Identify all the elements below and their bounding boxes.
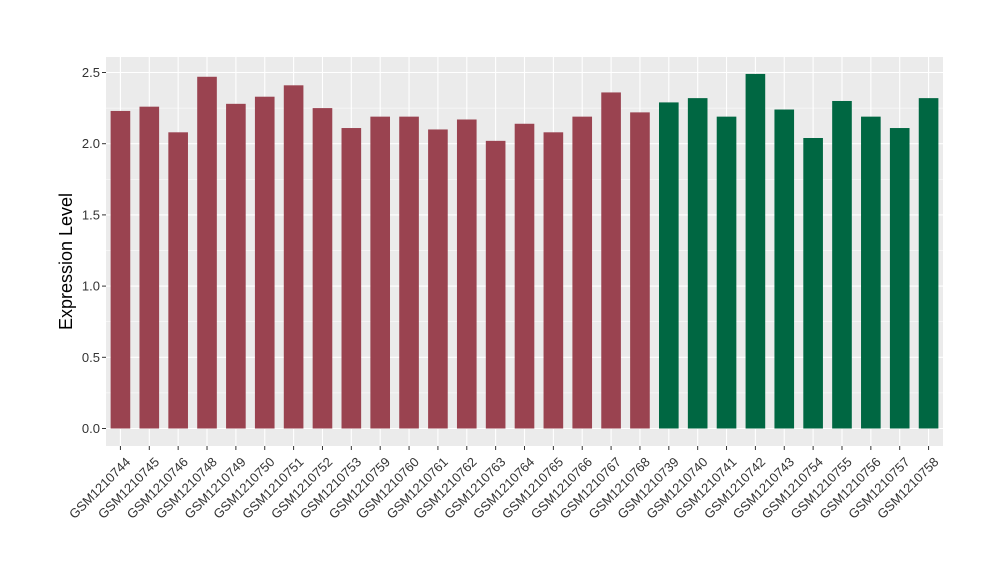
y-axis-title: Expression Level — [56, 193, 76, 330]
bar-GSM1210764 — [514, 123, 535, 429]
bar-GSM1210768 — [630, 112, 650, 429]
bar-GSM1210740 — [687, 98, 708, 429]
bar-GSM1210755 — [832, 100, 852, 429]
bar-GSM1210756 — [861, 116, 881, 429]
bar-GSM1210763 — [485, 140, 506, 429]
y-tick-label: 2.5 — [82, 65, 100, 80]
bar-GSM1210746 — [168, 132, 188, 429]
bar-GSM1210742 — [745, 73, 766, 429]
y-tick-label: 0.0 — [82, 421, 100, 436]
bar-GSM1210762 — [456, 119, 477, 429]
bar-GSM1210753 — [341, 128, 362, 429]
bar-GSM1210745 — [139, 106, 160, 429]
bar-GSM1210758 — [918, 98, 939, 429]
bar-GSM1210767 — [601, 92, 621, 429]
bars — [110, 73, 939, 429]
bar-GSM1210749 — [226, 103, 246, 429]
bar-GSM1210765 — [543, 132, 564, 429]
bar-GSM1210744 — [110, 110, 131, 429]
bar-GSM1210766 — [572, 116, 593, 429]
y-tick-label: 1.5 — [82, 207, 100, 222]
bar-GSM1210754 — [803, 138, 823, 429]
bar-GSM1210757 — [889, 128, 910, 429]
bar-GSM1210743 — [774, 109, 795, 429]
y-tick-label: 2.0 — [82, 136, 100, 151]
y-axis: 0.0 0.5 1.0 1.5 2.0 2.5 — [82, 65, 106, 436]
bar-GSM1210759 — [370, 116, 391, 429]
y-tick-label: 1.0 — [82, 279, 100, 294]
bar-GSM1210739 — [658, 102, 679, 429]
bar-GSM1210750 — [254, 96, 275, 429]
bar-GSM1210752 — [312, 108, 333, 429]
bar-GSM1210760 — [399, 116, 419, 429]
bar-GSM1210751 — [283, 85, 304, 429]
x-axis: GSM1210744GSM1210745GSM1210746GSM1210748… — [66, 446, 941, 522]
bar-GSM1210761 — [428, 129, 448, 429]
y-tick-label: 0.5 — [82, 350, 100, 365]
bar-GSM1210748 — [197, 76, 217, 429]
bar-GSM1210741 — [716, 116, 737, 429]
